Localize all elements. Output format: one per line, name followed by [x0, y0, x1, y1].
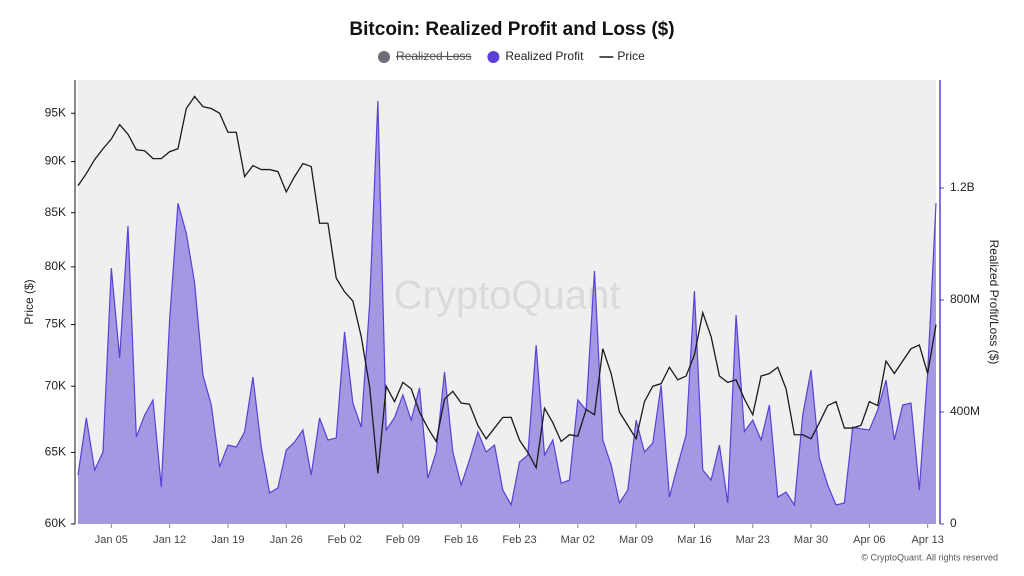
watermark: CryptoQuant	[394, 274, 621, 318]
y-tick-label: 65K	[45, 445, 66, 459]
y-tick-label: 80K	[45, 259, 66, 273]
y2-tick-label: 800M	[950, 292, 980, 306]
x-tick-label: Feb 02	[327, 534, 361, 546]
legend-dot	[378, 51, 390, 63]
x-tick-label: Apr 06	[853, 534, 885, 546]
legend-label: Realized Profit	[505, 49, 584, 63]
y-tick-label: 60K	[45, 516, 66, 530]
y-tick-label: 85K	[45, 205, 66, 219]
y2-tick-label: 0	[950, 516, 957, 530]
x-tick-label: Feb 23	[502, 534, 536, 546]
plot-area	[78, 80, 936, 524]
y-tick-label: 75K	[45, 317, 66, 331]
x-tick-label: Feb 16	[444, 534, 478, 546]
legend-label: Price	[617, 49, 645, 63]
price-line	[77, 95, 937, 474]
x-tick-label: Mar 16	[677, 534, 711, 546]
legend-label: Realized Loss	[396, 49, 471, 63]
x-tick-label: Jan 19	[211, 534, 244, 546]
legend-item[interactable]: Realized Profit	[487, 49, 584, 63]
x-tick-label: Mar 09	[619, 534, 653, 546]
x-tick-label: Apr 13	[911, 534, 943, 546]
y2-tick-label: 400M	[950, 404, 980, 418]
x-tick-label: Jan 26	[270, 534, 303, 546]
x-tick-label: Feb 09	[386, 534, 420, 546]
profit-area	[78, 101, 936, 524]
legend-item[interactable]: Price	[599, 49, 645, 63]
y-tick-label: 70K	[45, 378, 66, 392]
x-tick-label: Mar 23	[736, 534, 770, 546]
y-tick-label: 90K	[45, 154, 66, 168]
x-tick-label: Jan 05	[95, 534, 128, 546]
x-tick-label: Mar 02	[561, 534, 595, 546]
y-axis-title: Price ($)	[22, 279, 36, 324]
y2-axis-title: Realized Profit/Loss ($)	[987, 240, 1001, 365]
chart-title: Bitcoin: Realized Profit and Loss ($)	[349, 19, 674, 40]
legend-item[interactable]: Realized Loss	[378, 49, 471, 63]
profit-outline	[77, 100, 937, 507]
x-tick-label: Mar 30	[794, 534, 828, 546]
y2-tick-label: 1.2B	[950, 180, 975, 194]
credit: © CryptoQuant. All rights reserved	[861, 552, 998, 562]
x-tick-label: Jan 12	[153, 534, 186, 546]
legend-dot	[487, 51, 500, 63]
y-tick-label: 95K	[45, 105, 66, 119]
